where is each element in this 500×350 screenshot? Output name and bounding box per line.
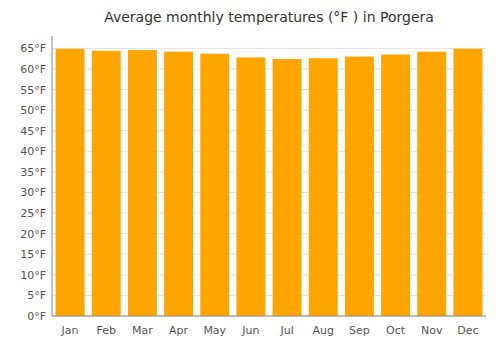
y-tick-label: 45°F: [20, 125, 46, 138]
x-tick-label: Oct: [386, 324, 406, 337]
title: Average monthly temperatures (°F ) in Po…: [104, 9, 434, 25]
y-tick-label: 20°F: [20, 228, 46, 241]
x-tick-label: Mar: [132, 324, 153, 337]
x-tick-label: Sep: [349, 324, 370, 337]
y-axis-line: [52, 36, 53, 316]
bar: [417, 52, 446, 316]
y-tick-label: 40°F: [20, 145, 46, 158]
y-tick-label: 65°F: [20, 42, 46, 55]
y-tick-label: 5°F: [27, 289, 46, 302]
y-tick-label: 15°F: [20, 248, 46, 261]
bar: [453, 49, 482, 316]
x-tick-label: Jul: [279, 324, 293, 337]
bar: [345, 57, 374, 316]
y-tick-label: 60°F: [20, 63, 46, 76]
bar: [381, 55, 410, 316]
x-tick-label: Aug: [313, 324, 334, 337]
grid: [52, 48, 486, 316]
bar: [309, 58, 338, 316]
y-tick-label: 35°F: [20, 166, 46, 179]
bar: [273, 59, 302, 316]
y-tick-label: 55°F: [20, 84, 46, 97]
y-tick-label: 50°F: [20, 104, 46, 117]
y-axis-ticks: 0°F 5°F 10°F 15°F 20°F 25°F 30°F 35°F 40°F 45°F 50…: [20, 42, 46, 323]
bar: [128, 50, 157, 316]
y-tick-label: 25°F: [20, 207, 46, 220]
grid-line: [52, 48, 486, 49]
x-tick-label: Nov: [421, 324, 443, 337]
bar: [236, 57, 265, 316]
x-axis-ticks: Jan Feb Mar Apr May Jun Jul Aug Sep Oct Nov Dec: [61, 324, 479, 337]
y-tick-label: 10°F: [20, 269, 46, 282]
grid-line: [52, 316, 486, 317]
bar: [56, 49, 85, 316]
bar: [200, 54, 229, 316]
bars: [56, 49, 483, 316]
x-tick-label: Dec: [457, 324, 478, 337]
x-tick-label: Jun: [241, 324, 259, 337]
x-tick-label: May: [203, 324, 226, 337]
x-tick-label: Jan: [61, 324, 79, 337]
y-tick-label: 0°F: [27, 310, 46, 323]
bar: [92, 51, 121, 316]
x-axis-line: [52, 316, 486, 317]
y-tick-label: 30°F: [20, 186, 46, 199]
chart: Average monthly temperatures (°F ) in Po…: [0, 0, 500, 350]
x-tick-label: Feb: [97, 324, 116, 337]
bar: [164, 52, 193, 316]
x-tick-label: Apr: [169, 324, 189, 337]
